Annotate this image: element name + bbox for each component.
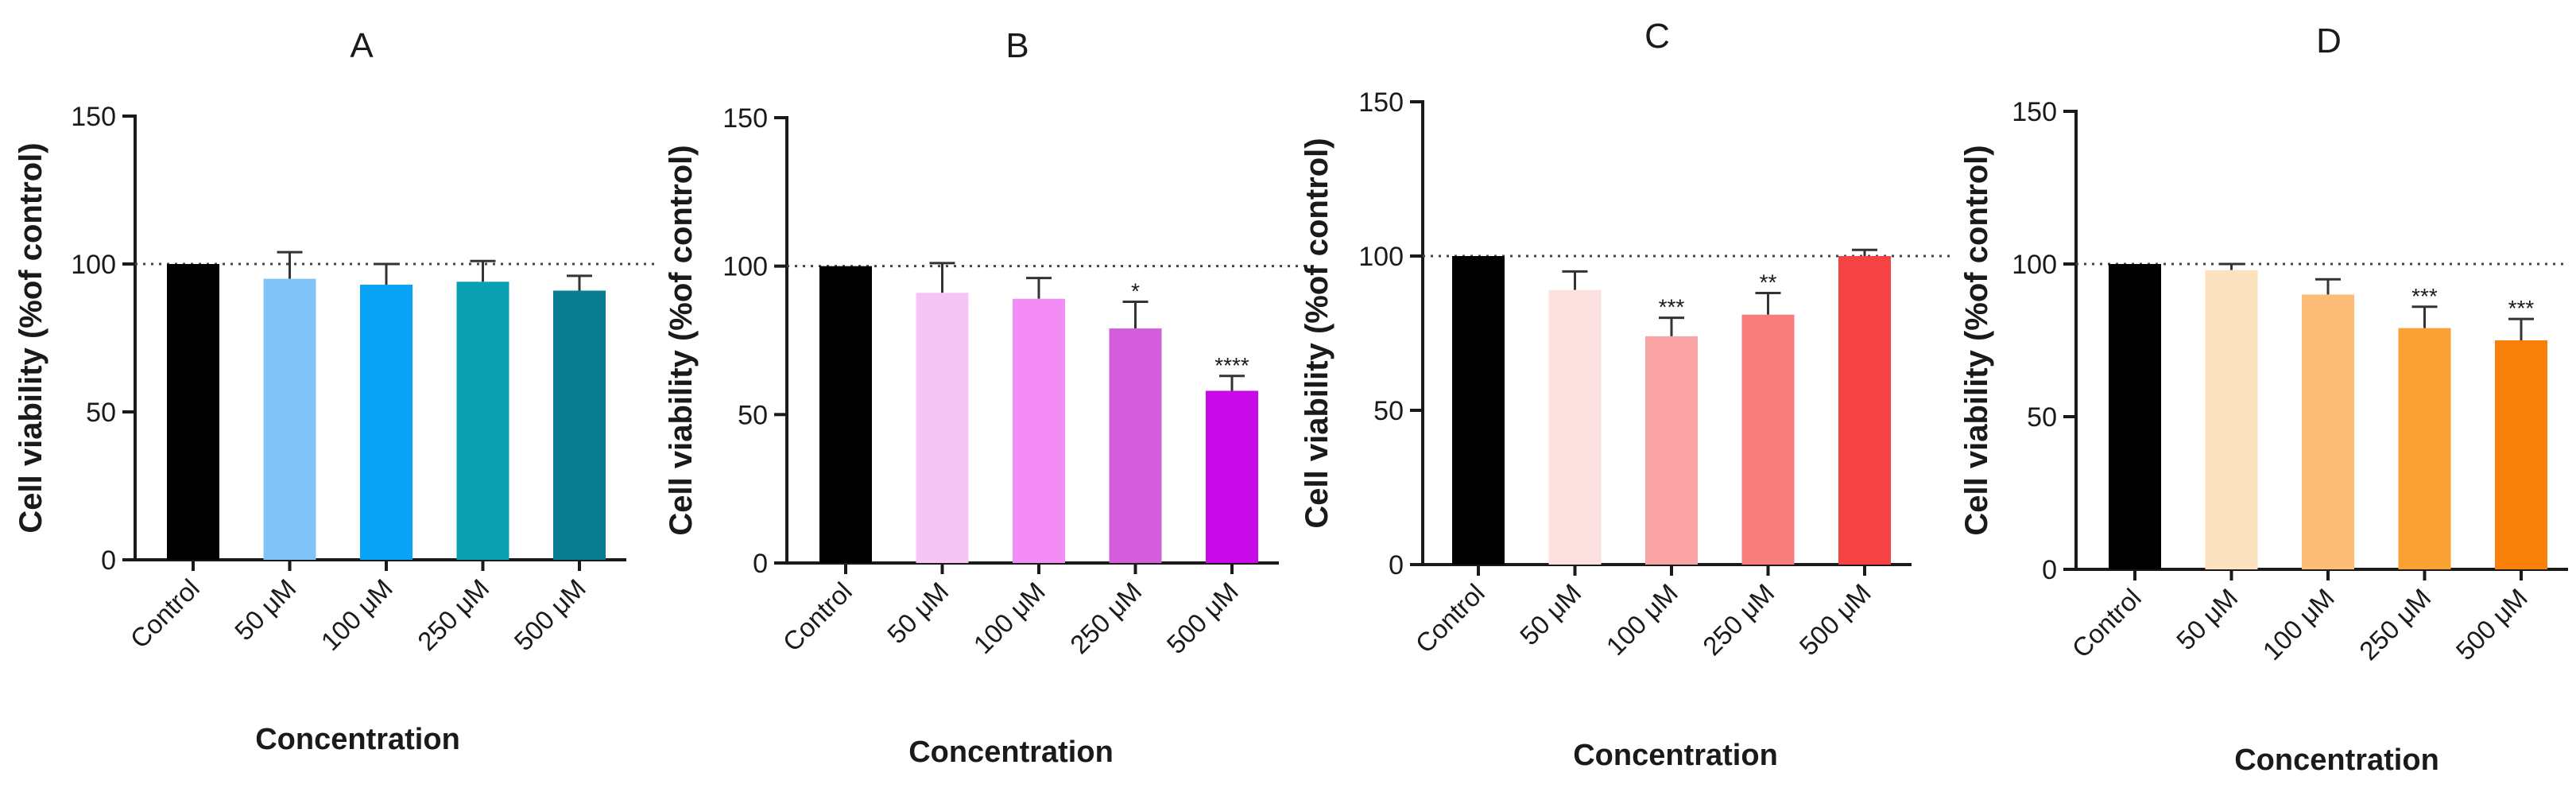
y-tick-label-a: 150: [71, 102, 116, 132]
significance-label-b: ****: [1214, 353, 1249, 378]
x-axis-label-a: Concentration: [255, 723, 460, 756]
y-tick-label-c: 100: [1358, 242, 1404, 272]
bar-b: [819, 266, 872, 563]
x-axis-label-d: Concentration: [2234, 743, 2439, 777]
bar-c: [1452, 256, 1505, 565]
x-tick-label-d: 50 μM: [2171, 583, 2243, 655]
bar-b: [1013, 298, 1065, 563]
panel-c: C 0 50 100 150 Cell viability (%of control) Co…: [1300, 17, 1954, 772]
x-tick-label-d: 250 μM: [2353, 583, 2436, 666]
y-tick-label-c: 50: [1373, 396, 1404, 426]
panel-letter-d: D: [2316, 21, 2342, 60]
panel-letter-a: A: [350, 26, 374, 65]
x-tick-label-b: 250 μM: [1064, 577, 1147, 659]
y-tick-label-a: 100: [71, 250, 116, 280]
x-tick-label-b: 50 μM: [881, 577, 954, 649]
x-tick-label-a: Control: [125, 573, 205, 654]
x-tick-label-b: 500 μM: [1160, 577, 1243, 659]
significance-label-b: *: [1131, 278, 1140, 303]
y-axis-label-d: Cell viability (%of control): [1959, 145, 1994, 535]
y-tick-label-b: 100: [722, 252, 768, 282]
bar-c: [1741, 314, 1795, 565]
x-tick-label-c: 100 μM: [1600, 578, 1683, 661]
x-tick-label-c: 250 μM: [1697, 578, 1780, 661]
bar-d: [2205, 270, 2258, 569]
y-tick-label-b: 0: [753, 549, 768, 579]
y-axis-label-b: Cell viability (%of control): [664, 145, 699, 535]
x-tick-label-b: 100 μM: [967, 577, 1050, 659]
y-tick-label-b: 150: [722, 103, 768, 134]
y-tick-label-a: 50: [86, 398, 116, 428]
significance-label-c: ***: [1659, 295, 1685, 320]
panel-letter-b: B: [1005, 26, 1028, 65]
x-tick-label-d: 100 μM: [2256, 583, 2339, 666]
significance-label-d: ***: [2411, 284, 2438, 309]
x-tick-label-b: Control: [777, 577, 858, 657]
x-axis-label-b: Concentration: [908, 736, 1114, 769]
panel-d: D 0 50 100 150 Cell viability (%of control) Co…: [1959, 21, 2568, 777]
panel-letter-c: C: [1644, 17, 1670, 56]
x-axis-label-c: Concentration: [1573, 739, 1778, 772]
bar-d: [2109, 264, 2161, 569]
bar-c: [1645, 336, 1698, 565]
bar-d: [2495, 340, 2547, 569]
bar-a: [167, 264, 219, 560]
x-tick-label-a: 50 μM: [229, 573, 301, 646]
bar-a: [553, 290, 606, 560]
bar-c: [1838, 256, 1891, 565]
bar-b: [1109, 328, 1162, 563]
y-axis-label-c: Cell viability (%of control): [1300, 138, 1334, 528]
panel-b: B 0 50 100 150 Cell viability (%of control) Co…: [664, 26, 1318, 769]
bar-a: [263, 278, 316, 560]
y-tick-label-d: 0: [2042, 555, 2057, 585]
y-tick-label-d: 50: [2027, 402, 2057, 433]
bar-b: [1206, 390, 1258, 563]
bar-a: [360, 285, 413, 560]
x-tick-label-a: 100 μM: [315, 573, 397, 656]
x-tick-label-a: 250 μM: [412, 573, 494, 656]
x-tick-label-d: 500 μM: [2450, 583, 2532, 666]
significance-label-d: ***: [2508, 296, 2535, 320]
x-tick-label-d: Control: [2067, 583, 2147, 663]
bar-d: [2398, 328, 2451, 569]
bar-a: [456, 281, 509, 560]
y-axis-label-a: Cell viability (%of control): [14, 142, 48, 533]
y-tick-label-d: 100: [2012, 250, 2057, 280]
x-tick-label-c: 50 μM: [1514, 578, 1586, 650]
panel-a: A 0 50 100 150 Cell viability (%of control) Co…: [14, 26, 660, 756]
y-tick-label-c: 0: [1389, 550, 1404, 580]
bar-c: [1548, 289, 1602, 565]
x-tick-label-c: Control: [1410, 578, 1490, 658]
x-tick-label-c: 500 μM: [1793, 578, 1876, 661]
y-tick-label-b: 50: [738, 400, 768, 430]
x-tick-label-a: 500 μM: [508, 573, 591, 656]
y-tick-label-c: 150: [1358, 87, 1404, 118]
bar-b: [916, 293, 969, 563]
significance-label-c: **: [1760, 270, 1777, 295]
bar-d: [2302, 294, 2354, 569]
y-tick-label-a: 0: [101, 545, 116, 576]
y-tick-label-d: 150: [2012, 97, 2057, 127]
